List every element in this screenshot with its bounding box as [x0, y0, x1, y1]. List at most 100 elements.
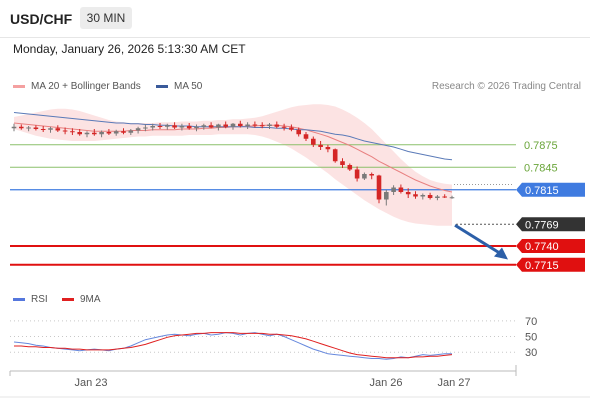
candle-body: [11, 126, 17, 129]
candle-body: [252, 124, 258, 126]
candle-body: [113, 131, 119, 134]
rsi-tick-label: 30: [525, 347, 537, 359]
candle-body: [150, 126, 155, 128]
resistance-label: 0.7875: [524, 140, 558, 152]
ma9-swatch: [62, 297, 74, 301]
candle-body: [435, 196, 440, 198]
candle-body: [70, 131, 75, 133]
candle-body: [179, 126, 185, 128]
rsi-tick-label: 50: [525, 332, 537, 344]
candle-body: [26, 127, 31, 129]
candle-body: [216, 124, 221, 128]
candle-body: [449, 197, 455, 199]
candle-body: [362, 174, 367, 179]
candle-body: [230, 123, 236, 127]
price-tag-bg: [516, 217, 585, 232]
candle-body: [289, 127, 294, 130]
candle-body: [165, 125, 170, 127]
candle-body: [143, 127, 148, 129]
price-tag-0-7815: 0.7815: [516, 182, 585, 197]
candle-body: [376, 175, 382, 200]
timestamp: Monday, January 26, 2026 5:13:30 AM CET: [13, 42, 246, 56]
candle-body: [281, 126, 287, 128]
candle-body: [194, 126, 199, 129]
price-tag-bg: [516, 182, 585, 197]
x-tick-label: Jan 26: [369, 377, 402, 389]
price-tag-bg: [516, 257, 585, 272]
x-tick-label: Jan 23: [74, 377, 107, 389]
candle-body: [186, 126, 192, 129]
price-tag-0-7875: 0.7875: [524, 140, 558, 152]
candle-body: [201, 125, 207, 127]
candle-body: [413, 194, 418, 197]
candle-body: [135, 128, 141, 131]
pivot-label: 0.7815: [525, 185, 559, 197]
candle-body: [99, 132, 104, 135]
timeframe-button[interactable]: 30 MIN: [80, 7, 132, 29]
header-divider: [0, 37, 590, 38]
ma50-swatch: [156, 84, 168, 88]
legend-9ma: 9MA: [62, 294, 101, 305]
price-tag-bg: [516, 239, 585, 253]
candle-body: [442, 196, 447, 198]
candle-body: [128, 130, 134, 133]
ma9-label: 9MA: [80, 294, 101, 305]
forecast-arrow-shaft: [454, 223, 503, 256]
candle-body: [208, 125, 214, 128]
candle-body: [384, 192, 389, 200]
candle-body: [420, 195, 426, 197]
support-label: 0.7740: [525, 241, 559, 253]
candle-body: [84, 132, 90, 135]
candle-body: [48, 128, 53, 130]
last-label: 0.7769: [525, 219, 559, 231]
legend-ma50: MA 50: [156, 81, 202, 92]
candle-body: [245, 124, 250, 126]
candle-body: [62, 130, 68, 132]
ma50-label: MA 50: [174, 81, 203, 92]
candle-body: [238, 123, 243, 126]
candle-body: [172, 125, 177, 128]
candle-body: [223, 124, 228, 127]
chart-header: USD/CHF 30 MIN: [0, 0, 590, 38]
legend-rsi: RSI: [13, 294, 48, 305]
forecast-arrow-head: [494, 247, 508, 260]
candle-body: [92, 132, 97, 135]
candle-body: [369, 174, 374, 176]
rsi-label: RSI: [31, 294, 48, 305]
research-credit: Research © 2026 Trading Central: [431, 81, 581, 92]
candle-body: [55, 128, 61, 131]
candle-body: [296, 129, 301, 135]
candle-body: [325, 147, 331, 150]
candle-body: [157, 126, 163, 127]
candle-body: [311, 138, 316, 145]
legend-bollinger: MA 20 + Bollinger Bands: [13, 81, 141, 92]
candle-body: [303, 134, 309, 139]
candle-body: [121, 131, 126, 133]
bollinger-swatch: [13, 84, 25, 88]
candle-body: [19, 126, 24, 129]
currency-pair-title: USD/CHF: [10, 11, 73, 27]
candle-body: [259, 125, 265, 127]
rsi-swatch: [13, 297, 25, 301]
price-tag-0-7740: 0.7740: [516, 239, 585, 253]
candle-body: [267, 124, 272, 126]
candle-body: [340, 161, 345, 165]
candle-body: [347, 165, 353, 170]
price-tag-0-7845: 0.7845: [524, 162, 558, 174]
candle-body: [354, 169, 360, 179]
rsi-tick-label: 70: [525, 316, 537, 328]
candle-body: [77, 132, 82, 135]
price-tag-0-7769: 0.7769: [516, 217, 585, 232]
x-tick-label: Jan 27: [437, 377, 470, 389]
candle-body: [332, 149, 338, 162]
candle-body: [427, 195, 433, 198]
price-tag-0-7715: 0.7715: [516, 257, 585, 272]
candle-body: [40, 129, 46, 130]
candle-body: [405, 192, 411, 195]
bollinger-label: MA 20 + Bollinger Bands: [31, 81, 141, 92]
candle-body: [318, 144, 323, 147]
support-label: 0.7715: [525, 260, 559, 272]
candle-body: [33, 127, 39, 129]
